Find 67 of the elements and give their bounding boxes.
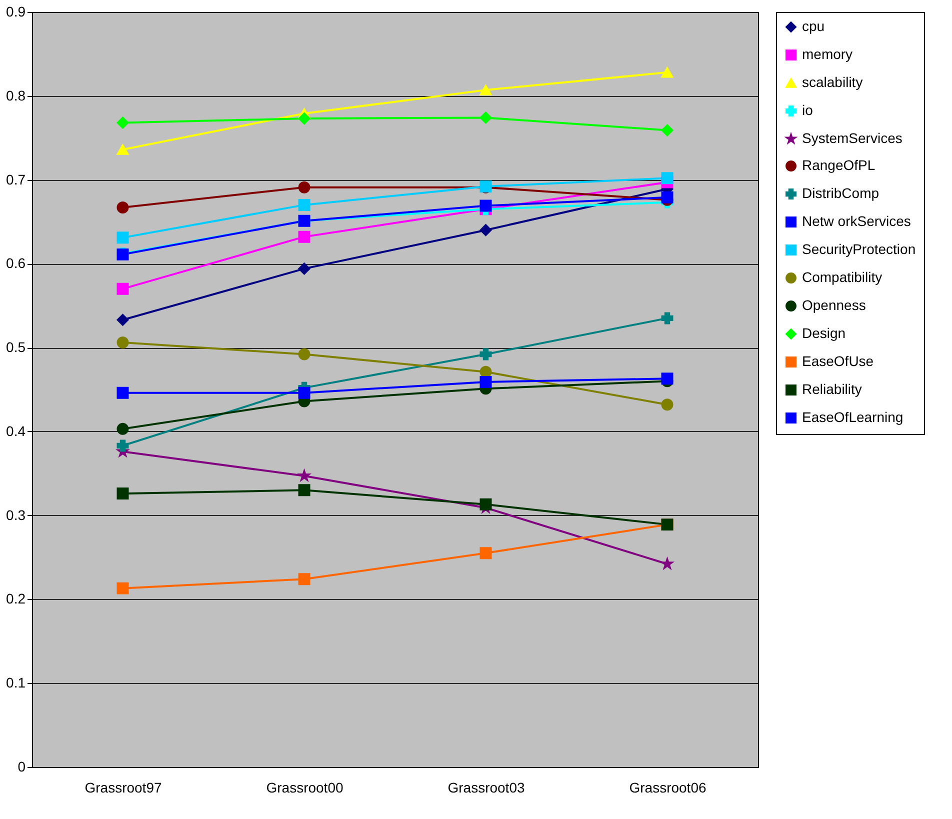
y-tick-label: 0.4: [6, 422, 26, 439]
legend-label: cpu: [802, 18, 825, 34]
point: [298, 386, 310, 399]
point: [116, 582, 129, 594]
point: [298, 230, 310, 243]
x-tick-label: Grassroot06: [629, 780, 706, 796]
legend-label: io: [802, 102, 814, 118]
point: [116, 314, 129, 326]
point: [662, 558, 673, 569]
y-tick-label: 0.2: [6, 590, 26, 607]
point: [116, 440, 129, 452]
point: [298, 573, 310, 586]
y-tick-label: 0.6: [6, 255, 26, 272]
x-tick-label: Grassroot00: [266, 780, 344, 796]
point: [298, 181, 310, 194]
point: [480, 547, 492, 560]
legend-label: EaseOfLearning: [802, 409, 904, 425]
point: [480, 348, 492, 360]
point: [116, 144, 129, 155]
point: [298, 198, 310, 211]
x-tick-label: Grassroot03: [448, 780, 525, 796]
point: [661, 398, 674, 411]
legend-label: Netw orkServices: [802, 213, 911, 229]
point: [116, 201, 129, 214]
point: [298, 470, 310, 481]
point: [116, 116, 129, 129]
y-tick-label: 0.7: [6, 171, 26, 188]
legend-label: RangeOfPL: [802, 157, 876, 173]
legend-label: Compatibility: [802, 269, 882, 285]
point: [661, 312, 674, 324]
point: [480, 498, 492, 510]
legend-label: Design: [802, 325, 846, 341]
point: [661, 191, 674, 204]
legend-label: EaseOfUse: [802, 353, 874, 369]
point: [661, 67, 674, 78]
x-tick-label: Grassroot97: [84, 780, 162, 796]
point: [480, 376, 492, 388]
y-tick-label: 0.9: [6, 4, 26, 20]
point: [298, 112, 310, 125]
point: [116, 336, 129, 349]
point: [116, 422, 129, 435]
point: [661, 372, 674, 385]
point: [480, 84, 492, 96]
y-tick-label: 0.8: [6, 87, 26, 104]
legend-label: scalability: [802, 74, 863, 90]
point: [480, 224, 492, 236]
y-tick-label: 0.3: [6, 506, 26, 523]
point: [116, 282, 129, 295]
point: [661, 172, 674, 184]
legend-label: SystemServices: [802, 130, 902, 146]
point: [298, 262, 310, 275]
legend-label: SecurityProtection: [802, 241, 916, 257]
point: [661, 124, 674, 136]
point: [116, 386, 129, 399]
legend-label: DistribComp: [802, 185, 880, 201]
y-tick-label: 0: [18, 758, 26, 774]
point: [298, 484, 310, 496]
legend-label: memory: [802, 46, 853, 62]
point: [480, 112, 492, 124]
point: [298, 348, 310, 360]
legend-label: Openness: [802, 297, 866, 313]
legend-label: Reliability: [802, 381, 862, 397]
y-tick-label: 0.1: [6, 674, 26, 691]
point: [116, 232, 129, 244]
point: [116, 488, 129, 500]
y-tick-label: 0.5: [6, 339, 26, 356]
point: [480, 200, 492, 212]
